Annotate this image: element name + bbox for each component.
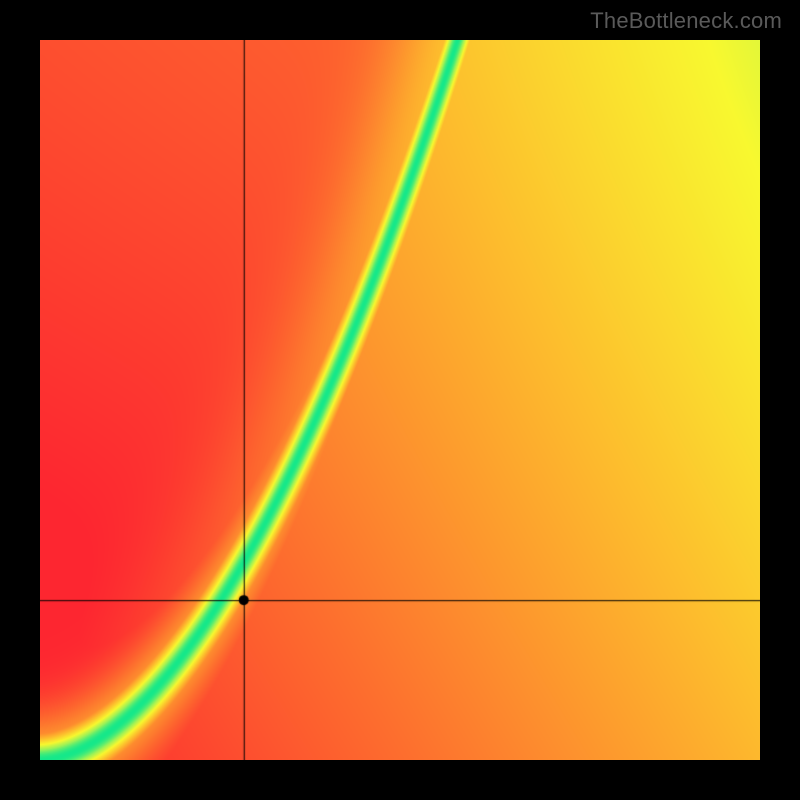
plot-frame [0, 0, 800, 800]
bottleneck-heatmap [40, 40, 760, 760]
watermark-text: TheBottleneck.com [590, 8, 782, 34]
